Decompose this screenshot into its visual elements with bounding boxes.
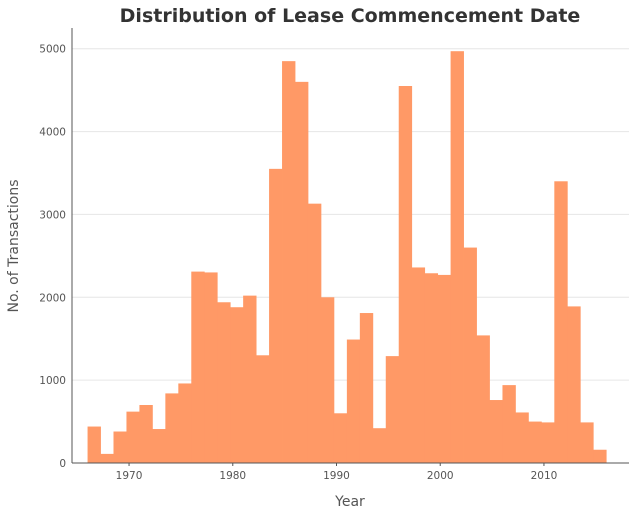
y-axis-label: No. of Transactions (6, 179, 22, 312)
histogram-bar (398, 86, 413, 463)
histogram-bar (515, 412, 529, 463)
histogram-bar (502, 385, 516, 463)
histogram-bar (282, 61, 296, 464)
histogram-bar (476, 335, 490, 463)
histogram-bar (87, 426, 101, 463)
y-gridlines (72, 48, 629, 381)
histogram-bar (230, 307, 244, 463)
histogram-bar (191, 271, 205, 463)
histogram-bar (100, 453, 114, 463)
chart-title: Distribution of Lease Commencement Date (120, 5, 581, 27)
histogram-bar (295, 81, 309, 463)
histogram-bar (320, 297, 335, 463)
histogram-bar (152, 429, 166, 463)
histogram-bar (346, 339, 361, 463)
histogram-bar (567, 306, 581, 463)
y-tick-label: 3000 (39, 209, 66, 221)
y-tick-label: 1000 (39, 375, 66, 387)
histogram-bar (450, 51, 464, 463)
histogram-bar (333, 413, 348, 463)
y-tick-label: 4000 (39, 127, 66, 139)
y-tick-label: 5000 (39, 44, 66, 56)
x-axis-label: Year (334, 494, 365, 510)
x-tick-label: 1970 (116, 470, 143, 482)
bars (87, 51, 607, 464)
histogram-bar (126, 411, 140, 463)
histogram-bar (256, 355, 270, 463)
histogram-bar (580, 422, 594, 463)
x-tick-label: 1990 (323, 470, 350, 482)
histogram-bar (437, 274, 451, 463)
histogram-bar (463, 247, 477, 463)
histogram-bar (359, 313, 374, 463)
histogram-bar (113, 431, 127, 463)
histogram-bar (554, 181, 568, 464)
histogram-bar (489, 400, 503, 463)
x-tick-labels: 1970 1980 1990 2000 2010 (116, 463, 558, 482)
histogram-bar (307, 203, 322, 463)
y-tick-labels: 0 1000 2000 3000 4000 5000 (39, 44, 66, 470)
histogram-bar (269, 168, 283, 463)
y-tick-label: 0 (59, 458, 66, 470)
x-tick-label: 1980 (219, 470, 246, 482)
y-tick-label: 2000 (39, 292, 66, 304)
histogram-bar (204, 272, 218, 463)
histogram-bar (165, 393, 179, 463)
histogram-bar (411, 267, 426, 463)
histogram-bar (528, 421, 542, 463)
histogram-bar (243, 295, 257, 463)
histogram-bar (372, 428, 387, 463)
histogram-bar (139, 405, 153, 463)
histogram-bar (385, 356, 400, 463)
x-tick-label: 2000 (427, 470, 454, 482)
histogram-bar (178, 383, 192, 463)
histogram-bar (593, 449, 607, 463)
histogram-bar (217, 302, 231, 463)
histogram-bar (424, 273, 439, 463)
histogram-bar (541, 422, 555, 463)
x-tick-label: 2010 (531, 470, 558, 482)
